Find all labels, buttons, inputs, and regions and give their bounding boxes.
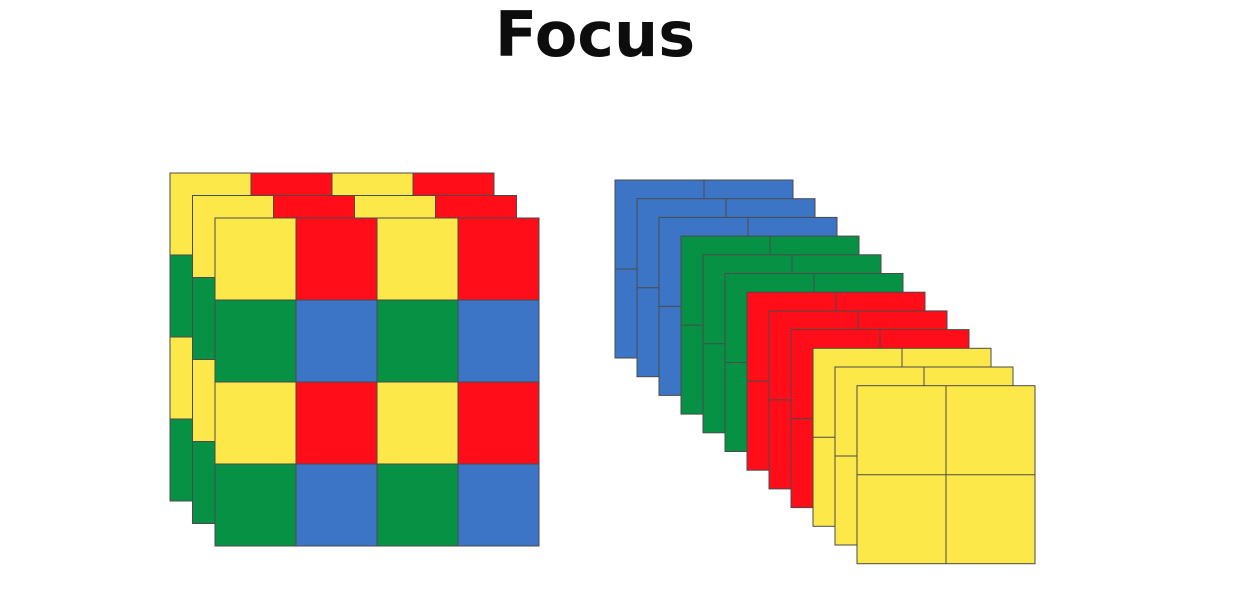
grid-cell — [376, 299, 459, 383]
left-layer — [214, 217, 540, 547]
right-layer-yellow — [856, 385, 1036, 565]
grid-cell — [457, 463, 540, 547]
grid-cell — [376, 381, 459, 465]
grid-cell — [295, 463, 378, 547]
grid-cell — [214, 299, 297, 383]
grid-cell — [295, 381, 378, 465]
left-stack — [169, 172, 540, 547]
grid-cell — [457, 217, 540, 301]
page-title: Focus — [494, 0, 696, 71]
grid-cell — [214, 463, 297, 547]
grid-cell — [295, 217, 378, 301]
right-stack — [614, 179, 1036, 565]
grid-cell — [214, 217, 297, 301]
grid-cell — [457, 381, 540, 465]
grid-cell — [376, 217, 459, 301]
grid-cell — [295, 299, 378, 383]
grid-cell — [457, 299, 540, 383]
grid-cell — [214, 381, 297, 465]
grid-cell — [376, 463, 459, 547]
